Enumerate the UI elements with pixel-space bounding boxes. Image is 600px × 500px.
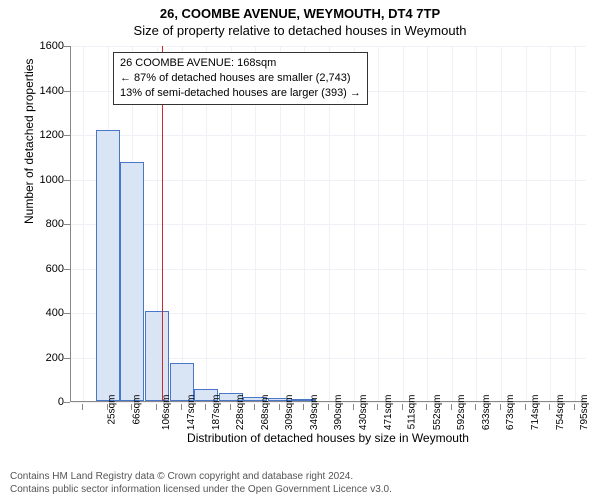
ytick	[64, 358, 70, 359]
xtick-label: 511sqm	[406, 395, 417, 430]
xtick	[303, 404, 304, 410]
ytick	[64, 313, 70, 314]
xtick-label: 228sqm	[235, 395, 246, 431]
ytick-label: 1400	[22, 85, 64, 97]
xtick	[500, 404, 501, 410]
ytick	[64, 402, 70, 403]
gridline-v	[476, 46, 477, 401]
xtick-label: 187sqm	[211, 395, 222, 431]
ytick-label: 400	[22, 307, 64, 319]
anno-line-2: ← 87% of detached houses are smaller (2,…	[120, 71, 361, 86]
chart-subtitle: Size of property relative to detached ho…	[0, 21, 600, 38]
gridline-v	[403, 46, 404, 401]
xtick	[549, 404, 550, 410]
xtick	[279, 404, 280, 410]
histogram-bar	[120, 162, 144, 401]
ytick-label: 1200	[22, 129, 64, 141]
xtick-label: 147sqm	[186, 395, 197, 431]
xtick-label: 673sqm	[506, 395, 517, 431]
xtick	[156, 404, 157, 410]
xtick	[254, 404, 255, 410]
gridline-v	[575, 46, 576, 401]
page-title: 26, COOMBE AVENUE, WEYMOUTH, DT4 7TP	[0, 0, 600, 21]
ytick-label: 600	[22, 263, 64, 275]
ytick-label: 800	[22, 218, 64, 230]
ytick	[64, 269, 70, 270]
xtick	[82, 404, 83, 410]
plot-area: 26 COOMBE AVENUE: 168sqm← 87% of detache…	[70, 46, 586, 402]
xtick-label: 754sqm	[555, 395, 566, 431]
xtick-label: 106sqm	[162, 395, 173, 431]
x-axis-label: Distribution of detached houses by size …	[70, 431, 586, 445]
footer-line-1: Contains HM Land Registry data © Crown c…	[10, 470, 392, 483]
xtick	[131, 404, 132, 410]
xtick	[402, 404, 403, 410]
xtick	[475, 404, 476, 410]
footer-line-2: Contains public sector information licen…	[10, 483, 392, 496]
ytick-label: 1000	[22, 174, 64, 186]
xtick	[451, 404, 452, 410]
gridline-v	[452, 46, 453, 401]
gridline-v	[427, 46, 428, 401]
xtick-label: 552sqm	[432, 395, 443, 431]
ytick	[64, 180, 70, 181]
xtick-label: 471sqm	[383, 395, 394, 431]
xtick-label: 349sqm	[309, 395, 320, 431]
gridline-v	[550, 46, 551, 401]
ytick	[64, 46, 70, 47]
anno-line-3: 13% of semi-detached houses are larger (…	[120, 86, 361, 101]
xtick-label: 390sqm	[334, 395, 345, 431]
xtick	[328, 404, 329, 410]
xtick-label: 430sqm	[358, 395, 369, 431]
histogram-bar	[145, 311, 169, 401]
ytick	[64, 91, 70, 92]
xtick	[525, 404, 526, 410]
annotation-box: 26 COOMBE AVENUE: 168sqm← 87% of detache…	[113, 52, 368, 105]
y-axis-label: Number of detached properties	[22, 59, 36, 224]
xtick-label: 25sqm	[107, 395, 118, 425]
xtick	[230, 404, 231, 410]
xtick-label: 66sqm	[131, 395, 142, 425]
xtick	[426, 404, 427, 410]
xtick	[377, 404, 378, 410]
ytick	[64, 224, 70, 225]
gridline-v	[378, 46, 379, 401]
chart-area: Number of detached properties 26 COOMBE …	[36, 46, 586, 442]
anno-line-1: 26 COOMBE AVENUE: 168sqm	[120, 56, 361, 71]
xtick	[205, 404, 206, 410]
xtick	[574, 404, 575, 410]
gridline-v	[526, 46, 527, 401]
xtick	[107, 404, 108, 410]
xtick-label: 268sqm	[260, 395, 271, 431]
ytick-label: 1600	[22, 40, 64, 52]
xtick-label: 714sqm	[530, 395, 541, 431]
gridline-v	[501, 46, 502, 401]
xtick-label: 795sqm	[579, 395, 590, 431]
xtick	[181, 404, 182, 410]
ytick-label: 0	[22, 396, 64, 408]
xtick-label: 592sqm	[456, 395, 467, 431]
xtick-label: 309sqm	[284, 395, 295, 431]
gridline-v	[83, 46, 84, 401]
xtick-label: 633sqm	[481, 395, 492, 431]
ytick	[64, 135, 70, 136]
attribution-footer: Contains HM Land Registry data © Crown c…	[10, 470, 392, 496]
histogram-bar	[96, 130, 120, 401]
ytick-label: 200	[22, 352, 64, 364]
xtick	[353, 404, 354, 410]
